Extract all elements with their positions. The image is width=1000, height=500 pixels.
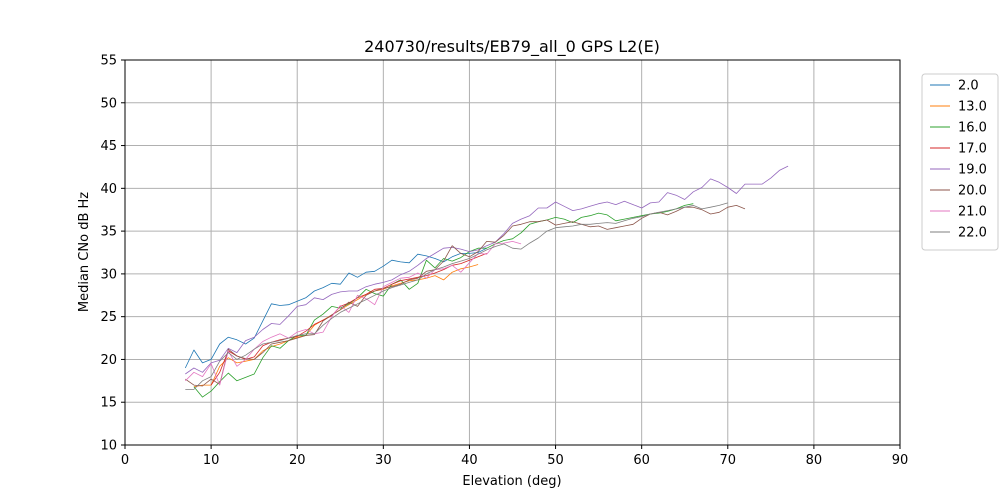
plot-frame [124, 59, 901, 446]
y-axis-ticks: 10 15 20 25 30 35 40 45 50 55 [100, 54, 125, 454]
x-axis-ticks: 0 10 20 30 40 50 60 70 80 90 [121, 445, 908, 468]
series-line-22.0 [185, 202, 728, 390]
series-line-17.0 [210, 253, 487, 386]
series-line-2.0 [184, 247, 487, 369]
x-tick-label: 90 [892, 453, 909, 468]
legend: 2.0 13.0 16.0 17.0 19.0 20.0 21.0 22.0 [921, 73, 999, 251]
y-tick-label: 40 [100, 182, 117, 197]
x-tick-label: 10 [203, 453, 220, 468]
x-tick-label: 70 [720, 453, 737, 468]
x-tick-label: 20 [289, 453, 306, 468]
legend-label-17.0: 17.0 [958, 142, 987, 157]
legend-box [921, 73, 999, 251]
y-tick-label: 35 [100, 225, 117, 240]
x-tick-label: 0 [121, 453, 129, 468]
y-tick-label: 15 [100, 396, 117, 411]
legend-label-22.0: 22.0 [958, 226, 987, 241]
y-tick-label: 10 [100, 439, 117, 454]
series-line-16.0 [193, 203, 694, 398]
y-tick-label: 50 [100, 96, 117, 111]
x-tick-label: 40 [461, 453, 478, 468]
y-axis-label: Median CNo dB Hz [77, 192, 92, 312]
legend-label-20.0: 20.0 [958, 184, 987, 199]
chart-title: 240730/results/EB79_all_0 GPS L2(E) [364, 37, 660, 57]
legend-label-2.0: 2.0 [958, 79, 979, 94]
legend-label-16.0: 16.0 [958, 121, 987, 136]
x-tick-label: 30 [375, 453, 392, 468]
y-tick-label: 55 [100, 54, 117, 69]
x-tick-label: 60 [633, 453, 650, 468]
x-tick-label: 80 [806, 453, 823, 468]
y-tick-label: 30 [100, 267, 117, 282]
legend-label-19.0: 19.0 [958, 163, 987, 178]
series-line-21.0 [185, 240, 522, 386]
legend-label-21.0: 21.0 [958, 205, 987, 220]
series-lines [184, 165, 789, 398]
legend-label-13.0: 13.0 [958, 100, 987, 115]
x-axis-label: Elevation (deg) [462, 474, 561, 489]
series-line-19.0 [185, 165, 789, 375]
y-tick-label: 25 [100, 310, 117, 325]
x-tick-label: 50 [547, 453, 564, 468]
y-tick-label: 45 [100, 139, 117, 154]
y-tick-label: 20 [100, 353, 117, 368]
